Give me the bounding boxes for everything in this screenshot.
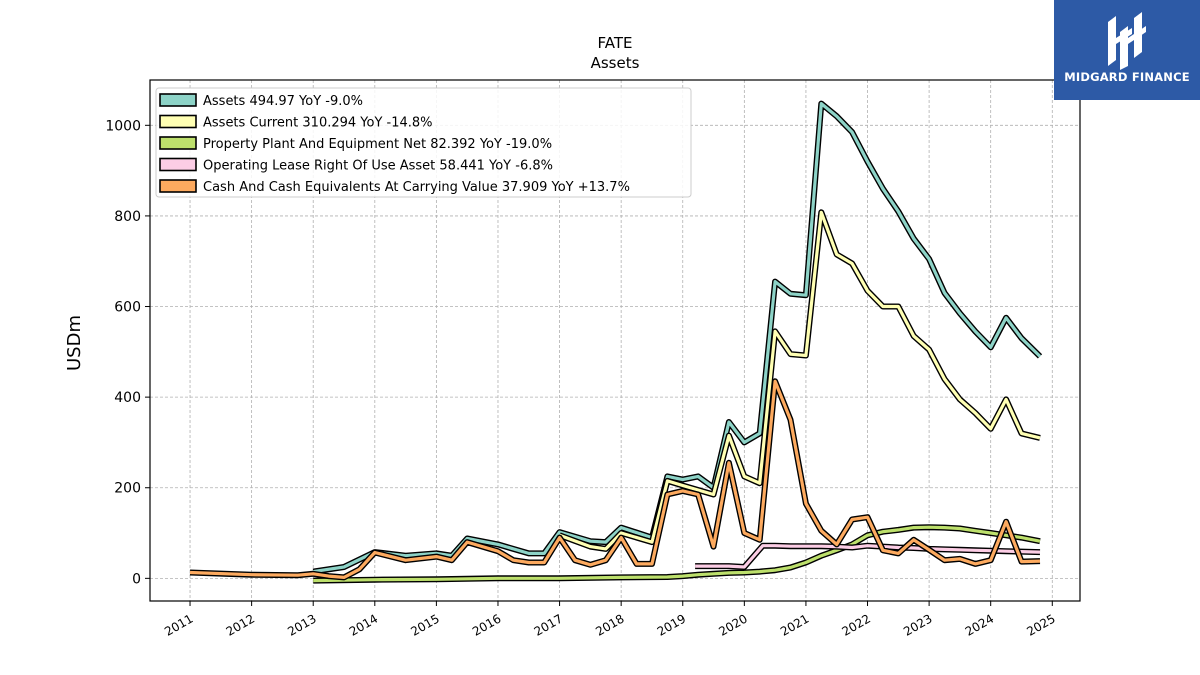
brand-logo: MIDGARD FINANCE <box>1054 0 1200 100</box>
x-tick-label: 2021 <box>778 611 811 638</box>
y-tick-label: 600 <box>114 300 141 316</box>
x-tick-label: 2012 <box>224 611 257 638</box>
x-tick-label: 2017 <box>532 611 565 638</box>
legend-swatch-0 <box>159 93 197 107</box>
y-tick-label: 1000 <box>105 118 141 134</box>
x-tick-label: 2024 <box>963 611 996 638</box>
x-tick-label: 2018 <box>593 611 626 638</box>
series-line-2 <box>313 525 1041 583</box>
legend-label-0: Assets 494.97 YoY -9.0% <box>203 94 363 109</box>
series-line-4 <box>189 379 1041 579</box>
series-line-3 <box>695 544 1041 569</box>
x-tick-label: 2020 <box>716 611 749 638</box>
chart-title: FATE <box>598 34 633 52</box>
legend-label-4: Cash And Cash Equivalents At Carrying Va… <box>203 180 630 195</box>
x-tick-label: 2016 <box>470 611 503 638</box>
legend-swatch-2 <box>159 136 197 150</box>
y-tick-label: 200 <box>114 481 141 497</box>
x-tick-label: 2013 <box>285 611 318 638</box>
y-tick-label: 400 <box>114 390 141 406</box>
brand-name: MIDGARD FINANCE <box>1064 70 1190 84</box>
legend-label-1: Assets Current 310.294 YoY -14.8% <box>203 116 433 131</box>
x-tick-label: 2023 <box>901 611 934 638</box>
y-tick-label: 800 <box>114 209 141 225</box>
midgard-logo-icon <box>1108 12 1146 70</box>
legend-box <box>155 87 692 198</box>
legend-swatch-3 <box>159 157 197 172</box>
plot-frame <box>149 79 1081 602</box>
y-tick-label: 0 <box>132 571 141 587</box>
legend-swatch-1 <box>159 114 197 129</box>
x-tick-label: 2011 <box>162 611 195 638</box>
legend-swatch-4 <box>159 179 197 193</box>
y-axis-label: USDm <box>64 315 85 371</box>
x-tick-label: 2014 <box>347 611 380 638</box>
x-tick-label: 2022 <box>840 611 873 638</box>
x-tick-label: 2019 <box>655 611 688 638</box>
series-line-1 <box>559 210 1041 551</box>
series-layer <box>189 100 1043 584</box>
chart-subtitle: Assets <box>591 54 640 72</box>
series-outline-1 <box>558 209 1041 552</box>
legend: Assets 494.97 YoY -9.0% Assets Current 31… <box>155 87 692 198</box>
legend-label-3: Operating Lease Right Of Use Asset 58.44… <box>203 159 553 174</box>
x-tick-label: 2025 <box>1024 611 1057 638</box>
series-line-0 <box>312 102 1042 574</box>
legend-label-2: Property Plant And Equipment Net 82.392 … <box>203 137 552 152</box>
x-tick-label: 2015 <box>408 611 441 638</box>
